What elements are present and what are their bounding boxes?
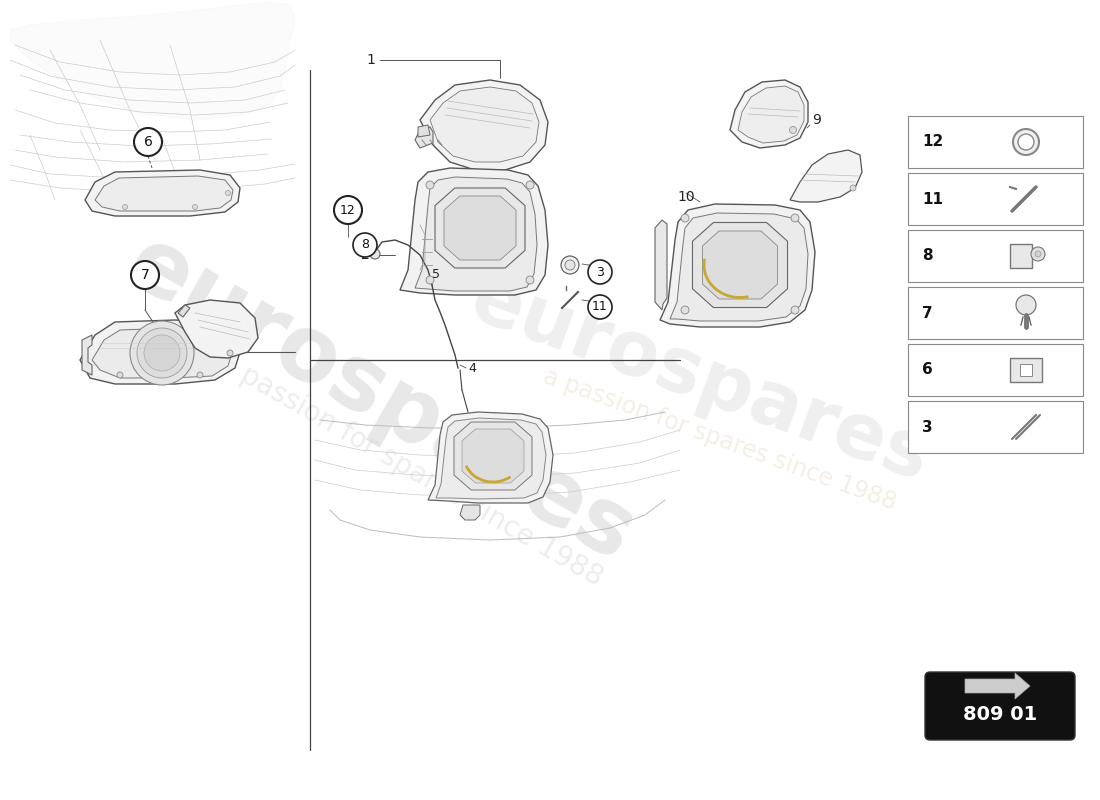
Polygon shape [80,320,240,384]
Circle shape [226,190,231,195]
Polygon shape [660,204,815,327]
Bar [908,116,1084,168]
Circle shape [850,185,856,191]
Text: a passion for spares since 1988: a passion for spares since 1988 [540,365,900,515]
Bar [1010,244,1032,268]
Circle shape [130,321,194,385]
Text: 11: 11 [592,301,608,314]
Polygon shape [400,168,548,295]
Text: 8: 8 [361,238,368,251]
Polygon shape [92,328,232,378]
Circle shape [588,295,612,319]
Text: 4: 4 [468,362,476,374]
Circle shape [334,196,362,224]
Circle shape [197,372,204,378]
Polygon shape [654,220,667,310]
Circle shape [565,260,575,270]
Circle shape [1016,295,1036,315]
Text: 12: 12 [922,134,944,150]
Circle shape [227,350,233,356]
Polygon shape [703,231,778,299]
Text: 3: 3 [596,266,604,278]
Bar [908,344,1084,396]
Bar [908,401,1084,453]
Text: 8: 8 [922,249,933,263]
Polygon shape [428,412,553,503]
Circle shape [681,306,689,314]
Bar [908,230,1084,282]
Polygon shape [738,86,804,143]
Circle shape [353,233,377,257]
Text: eurospares: eurospares [111,219,649,581]
Circle shape [588,260,612,284]
Text: 7: 7 [922,306,933,321]
Text: eurospares: eurospares [461,262,939,498]
Text: 1: 1 [366,53,375,67]
Circle shape [138,328,187,378]
Text: a passion for spares since 1988: a passion for spares since 1988 [212,348,607,592]
Circle shape [561,256,579,274]
Polygon shape [85,170,240,216]
Polygon shape [436,418,546,499]
Circle shape [426,276,434,284]
Bar [1010,358,1042,382]
Circle shape [117,372,123,378]
Text: 6: 6 [144,135,153,149]
Polygon shape [693,222,788,307]
Polygon shape [415,177,537,291]
FancyBboxPatch shape [925,672,1075,740]
Polygon shape [430,87,539,162]
Circle shape [790,126,796,134]
Text: 11: 11 [922,191,943,206]
Text: 3: 3 [922,419,933,434]
Polygon shape [420,80,548,170]
Polygon shape [178,305,190,317]
Circle shape [681,214,689,222]
Polygon shape [790,150,862,202]
Text: 6: 6 [922,362,933,378]
Bar [908,287,1084,339]
Circle shape [526,276,534,284]
Circle shape [1018,134,1034,150]
Polygon shape [444,196,516,260]
Polygon shape [460,505,480,520]
Circle shape [426,181,434,189]
Polygon shape [82,335,92,375]
Text: 10: 10 [678,190,695,204]
Circle shape [122,205,128,210]
Polygon shape [415,127,433,148]
Bar [1020,364,1032,376]
Circle shape [134,128,162,156]
Polygon shape [418,125,430,137]
Circle shape [144,335,180,371]
Bar [908,173,1084,225]
Text: 5: 5 [432,269,440,282]
Circle shape [131,261,160,289]
Circle shape [1035,251,1041,257]
Polygon shape [454,422,532,490]
Text: 9: 9 [812,113,821,127]
Polygon shape [434,188,525,268]
Polygon shape [175,300,258,358]
Circle shape [791,214,799,222]
Text: 809 01: 809 01 [962,706,1037,725]
Circle shape [1013,129,1040,155]
Polygon shape [730,80,808,148]
Circle shape [791,306,799,314]
Circle shape [1031,247,1045,261]
Polygon shape [965,673,1030,699]
Text: 12: 12 [340,203,356,217]
Polygon shape [10,2,295,120]
Circle shape [192,205,198,210]
Circle shape [370,249,379,259]
Text: 2: 2 [361,248,370,262]
Polygon shape [95,176,233,211]
Circle shape [526,181,534,189]
Polygon shape [462,429,524,483]
Polygon shape [670,213,808,321]
Text: 7: 7 [141,268,150,282]
